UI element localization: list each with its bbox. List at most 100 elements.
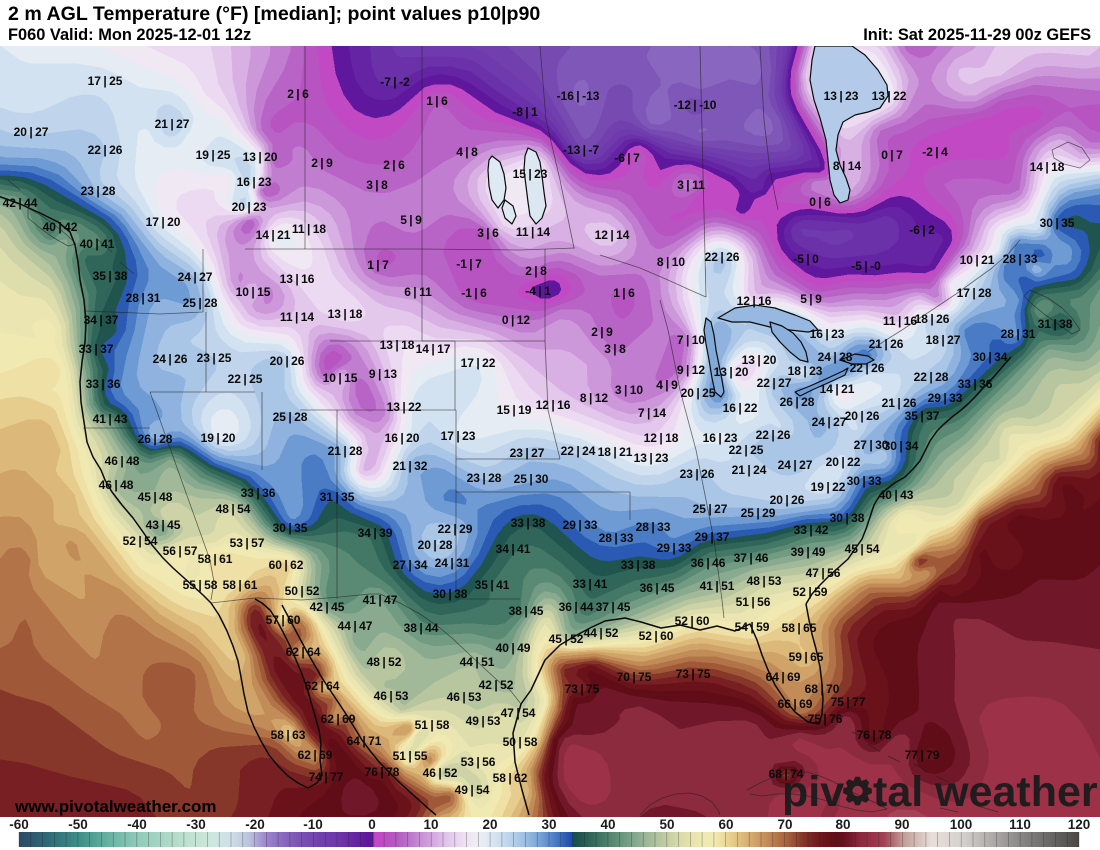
svg-text:23 | 27: 23 | 27: [510, 446, 545, 460]
svg-text:42 | 52: 42 | 52: [479, 678, 514, 692]
svg-text:40 | 41: 40 | 41: [80, 237, 115, 251]
svg-text:8 | 14: 8 | 14: [833, 159, 862, 173]
svg-text:46 | 48: 46 | 48: [99, 478, 134, 492]
svg-text:120: 120: [1068, 817, 1091, 832]
svg-text:13 | 23: 13 | 23: [634, 451, 669, 465]
svg-text:57 | 60: 57 | 60: [266, 613, 301, 627]
svg-text:25 | 30: 25 | 30: [514, 472, 549, 486]
svg-text:22 | 26: 22 | 26: [88, 143, 123, 157]
svg-text:42 | 44: 42 | 44: [3, 196, 38, 210]
svg-text:-13 | -7: -13 | -7: [563, 143, 600, 157]
svg-text:34 | 37: 34 | 37: [84, 313, 119, 327]
svg-text:13 | 20: 13 | 20: [243, 150, 278, 164]
svg-text:11 | 14: 11 | 14: [516, 225, 551, 239]
svg-text:90: 90: [894, 817, 909, 832]
svg-text:6 | 11: 6 | 11: [404, 285, 432, 299]
svg-text:10 | 21: 10 | 21: [960, 253, 995, 267]
svg-text:-50: -50: [68, 817, 88, 832]
svg-text:2 | 9: 2 | 9: [311, 156, 333, 170]
svg-text:5 | 9: 5 | 9: [800, 292, 822, 306]
svg-text:34 | 39: 34 | 39: [358, 526, 393, 540]
svg-text:-1 | 6: -1 | 6: [461, 286, 487, 300]
svg-text:24 | 26: 24 | 26: [153, 352, 188, 366]
svg-text:piv: piv: [782, 768, 844, 816]
svg-text:-2 | 4: -2 | 4: [922, 145, 948, 159]
svg-text:30 | 33: 30 | 33: [847, 474, 882, 488]
svg-text:50: 50: [659, 817, 674, 832]
svg-text:80: 80: [835, 817, 850, 832]
svg-text:17 | 28: 17 | 28: [957, 286, 992, 300]
svg-text:58 | 61: 58 | 61: [223, 578, 258, 592]
svg-text:33 | 37: 33 | 37: [79, 342, 114, 356]
svg-text:20 | 26: 20 | 26: [770, 493, 805, 507]
svg-text:52 | 60: 52 | 60: [639, 629, 674, 643]
svg-text:60 | 62: 60 | 62: [269, 558, 304, 572]
svg-text:46 | 53: 46 | 53: [447, 690, 482, 704]
svg-text:12 | 14: 12 | 14: [595, 228, 630, 242]
svg-text:17 | 25: 17 | 25: [88, 74, 123, 88]
svg-text:3 | 11: 3 | 11: [677, 178, 705, 192]
svg-text:11 | 16: 11 | 16: [883, 314, 918, 328]
svg-text:28 | 33: 28 | 33: [1003, 252, 1038, 266]
svg-text:1 | 7: 1 | 7: [367, 258, 389, 272]
svg-text:13 | 20: 13 | 20: [742, 353, 777, 367]
svg-text:30 | 35: 30 | 35: [1040, 216, 1075, 230]
svg-text:-7 | -2: -7 | -2: [380, 75, 410, 89]
svg-text:25 | 28: 25 | 28: [273, 410, 308, 424]
svg-text:18 | 27: 18 | 27: [926, 333, 961, 347]
svg-text:51 | 56: 51 | 56: [736, 595, 771, 609]
svg-text:2 | 6: 2 | 6: [383, 158, 405, 172]
svg-text:52 | 60: 52 | 60: [675, 614, 710, 628]
svg-text:20 | 26: 20 | 26: [270, 354, 305, 368]
svg-text:-30: -30: [186, 817, 206, 832]
svg-text:2 | 9: 2 | 9: [591, 325, 613, 339]
svg-text:33 | 36: 33 | 36: [241, 486, 276, 500]
svg-text:21 | 24: 21 | 24: [732, 463, 767, 477]
svg-text:26 | 28: 26 | 28: [780, 395, 815, 409]
svg-text:22 | 26: 22 | 26: [705, 250, 740, 264]
svg-text:tal weather: tal weather: [873, 768, 1098, 816]
svg-text:49 | 54: 49 | 54: [455, 783, 490, 797]
svg-text:77 | 79: 77 | 79: [905, 748, 940, 762]
svg-text:24 | 28: 24 | 28: [818, 350, 853, 364]
svg-text:10 | 15: 10 | 15: [323, 371, 358, 385]
svg-text:44 | 51: 44 | 51: [460, 655, 495, 669]
svg-text:62 | 69: 62 | 69: [298, 748, 333, 762]
svg-text:41 | 43: 41 | 43: [93, 412, 128, 426]
svg-text:54 | 59: 54 | 59: [735, 620, 770, 634]
svg-text:73 | 75: 73 | 75: [676, 667, 711, 681]
svg-text:17 | 23: 17 | 23: [441, 429, 476, 443]
svg-text:29 | 33: 29 | 33: [657, 541, 692, 555]
svg-text:25 | 28: 25 | 28: [183, 296, 218, 310]
svg-text:24 | 27: 24 | 27: [812, 415, 847, 429]
svg-text:20 | 22: 20 | 22: [826, 455, 861, 469]
svg-text:-6 | 7: -6 | 7: [614, 151, 640, 165]
svg-text:34 | 41: 34 | 41: [496, 542, 531, 556]
svg-text:11 | 14: 11 | 14: [280, 310, 315, 324]
svg-text:-4 | 1: -4 | 1: [525, 284, 551, 298]
svg-text:33 | 36: 33 | 36: [958, 377, 993, 391]
svg-text:53 | 56: 53 | 56: [461, 755, 496, 769]
svg-text:30 | 35: 30 | 35: [273, 521, 308, 535]
svg-text:4 | 8: 4 | 8: [456, 145, 478, 159]
svg-text:-16 | -13: -16 | -13: [557, 89, 600, 103]
svg-text:76 | 78: 76 | 78: [365, 765, 400, 779]
svg-text:60: 60: [718, 817, 733, 832]
svg-text:41 | 47: 41 | 47: [363, 593, 398, 607]
svg-text:22 | 28: 22 | 28: [914, 370, 949, 384]
svg-text:43 | 45: 43 | 45: [146, 518, 181, 532]
svg-text:47 | 54: 47 | 54: [501, 706, 536, 720]
svg-text:3 | 10: 3 | 10: [615, 383, 644, 397]
svg-text:35 | 38: 35 | 38: [93, 269, 128, 283]
svg-text:38 | 44: 38 | 44: [404, 621, 439, 635]
svg-text:23 | 28: 23 | 28: [467, 471, 502, 485]
svg-text:40 | 49: 40 | 49: [496, 641, 531, 655]
svg-text:2 | 8: 2 | 8: [525, 264, 547, 278]
svg-text:41 | 51: 41 | 51: [700, 579, 735, 593]
svg-text:1 | 6: 1 | 6: [613, 286, 635, 300]
svg-text:76 | 78: 76 | 78: [857, 728, 892, 742]
svg-text:17 | 20: 17 | 20: [146, 215, 181, 229]
svg-text:35 | 41: 35 | 41: [475, 578, 510, 592]
svg-text:29 | 33: 29 | 33: [928, 391, 963, 405]
svg-text:33 | 38: 33 | 38: [621, 558, 656, 572]
